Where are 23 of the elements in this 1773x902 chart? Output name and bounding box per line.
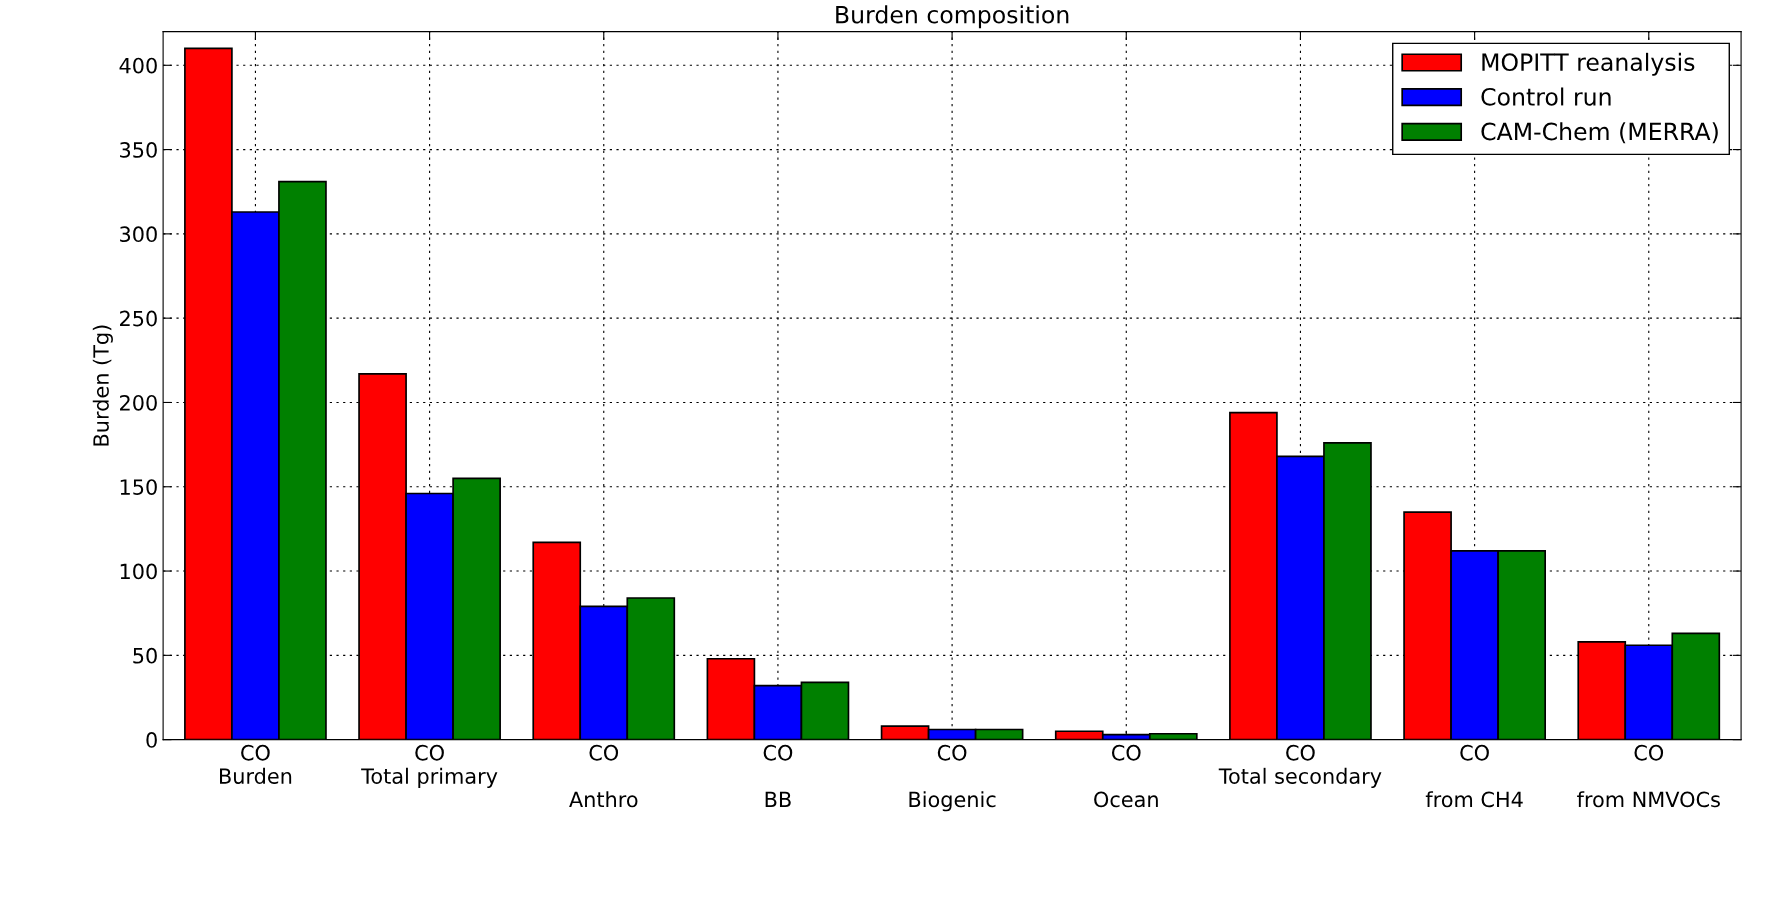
y-tick-label: 350 <box>120 142 157 158</box>
y-axis-title: Burden (Tg) <box>92 325 113 446</box>
category-label: CO from CH4 <box>1425 744 1523 808</box>
y-tick-label: 300 <box>120 226 157 243</box>
y-tick-label: 150 <box>120 479 157 495</box>
x-tick-label: CO Total secondary <box>1218 744 1382 788</box>
x-tick-label: CO Burden <box>220 744 292 784</box>
chart-title: Burden composition <box>836 5 1069 29</box>
category-label: CO from NMVOCs <box>1577 744 1720 808</box>
category-label: CO Biogenic <box>909 744 996 812</box>
y-tick-label: 400 <box>119 57 157 74</box>
y-tick-label: 50 <box>133 647 157 664</box>
x-tick-label: CO Total primary <box>361 744 498 788</box>
category-label: CO Anthro <box>569 744 638 808</box>
category-label: CO BB <box>763 744 793 807</box>
legend-label: MOPITT reanalysis <box>1482 52 1695 76</box>
legend-label: Control run <box>1481 87 1611 106</box>
legend-label: CAM-Chem (MERRA) <box>1481 122 1718 144</box>
y-tick-label: 200 <box>120 394 157 411</box>
y-tick-label: 100 <box>120 563 157 580</box>
category-label: CO Ocean <box>1094 744 1158 808</box>
y-tick-label: 0 <box>146 732 157 748</box>
y-tick-label: 250 <box>120 310 157 327</box>
